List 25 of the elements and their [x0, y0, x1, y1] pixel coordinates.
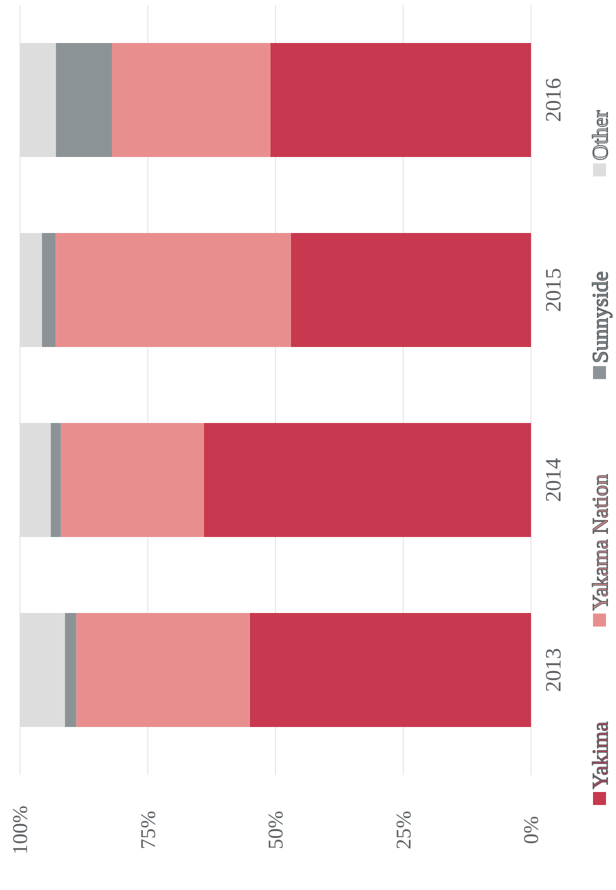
bar [290, 233, 531, 347]
x-tick-label: 75% [136, 810, 160, 850]
text: Yakima [588, 721, 612, 789]
y-tick-label: 2016 [540, 78, 566, 122]
bar [112, 43, 270, 157]
y-tick-label: 2013 [540, 648, 566, 692]
bar [50, 423, 61, 537]
bar [270, 43, 531, 157]
bar [42, 233, 56, 347]
text: Other [588, 110, 612, 160]
bar [64, 613, 76, 727]
bar [204, 423, 531, 537]
bar [250, 613, 531, 727]
x-tick-label: 0% [519, 816, 543, 844]
bar [60, 423, 204, 537]
text: Yakama Nation [588, 474, 612, 611]
bar [56, 233, 291, 347]
bar [56, 43, 112, 157]
y-tick-label: 2015 [540, 268, 566, 312]
x-tick-label: 25% [391, 810, 416, 850]
text: Sunnyside [588, 271, 612, 364]
x-tick-label: 100% [8, 806, 32, 854]
y-tick-label: 2014 [540, 458, 566, 502]
x-tick-label: 50% [264, 810, 288, 850]
bar [76, 613, 250, 727]
